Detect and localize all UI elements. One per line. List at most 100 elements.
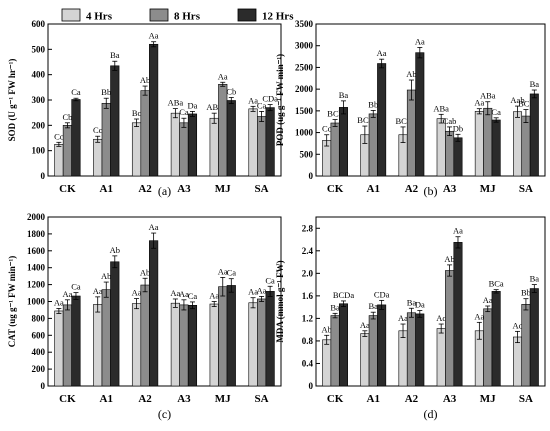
plot-frame bbox=[315, 216, 546, 387]
bar bbox=[398, 330, 408, 387]
bar bbox=[529, 288, 539, 387]
bar bbox=[110, 65, 120, 177]
y-tick-label: 100 bbox=[32, 146, 46, 156]
bar bbox=[415, 313, 425, 387]
bar bbox=[62, 125, 72, 177]
legend-label: 8 Hrs bbox=[174, 11, 201, 23]
y-axis-label: MDA (mmol g⁻¹ FW) bbox=[275, 260, 285, 342]
bar bbox=[209, 303, 219, 387]
significance-label: ABa bbox=[168, 98, 184, 108]
legend: 4 Hrs 8 Hrs 12 Hrs bbox=[61, 8, 294, 23]
bar bbox=[491, 291, 501, 387]
y-tick-label: 0 bbox=[41, 171, 46, 181]
x-category-label: MJ bbox=[480, 393, 496, 405]
significance-label: BCb bbox=[327, 109, 343, 119]
legend-label: 4 Hrs bbox=[86, 11, 113, 23]
bar bbox=[491, 119, 501, 177]
x-category-label: A2 bbox=[138, 393, 152, 405]
significance-label: Bb bbox=[368, 99, 378, 109]
significance-label: Ca bbox=[71, 282, 81, 292]
bar bbox=[445, 130, 455, 177]
significance-label: Cb bbox=[62, 112, 72, 122]
x-category-label: CK bbox=[59, 393, 76, 405]
y-tick-label: 0.8 bbox=[302, 336, 314, 346]
significance-label: Ca bbox=[188, 291, 198, 301]
bar bbox=[101, 102, 111, 177]
y-tick-label: 300 bbox=[32, 95, 46, 105]
y-tick-label: 200 bbox=[32, 364, 46, 374]
y-axis-label: SOD (U g⁻¹ FW hr⁻¹) bbox=[7, 59, 17, 142]
significance-label: Aa bbox=[474, 311, 484, 321]
y-tick-label: 1800 bbox=[27, 229, 46, 239]
x-category-label: CK bbox=[59, 183, 76, 195]
plot-frame bbox=[47, 23, 282, 177]
bar bbox=[209, 117, 219, 177]
y-tick-label: 400 bbox=[32, 347, 46, 357]
legend-swatch bbox=[237, 8, 257, 22]
bar bbox=[445, 270, 455, 387]
chart-panel: 0 200 400 600 800 1000 1200 1400 1600 1800 2000 CAT… bbox=[7, 212, 282, 421]
x-category-label: MJ bbox=[215, 183, 231, 195]
bar bbox=[149, 43, 159, 177]
y-tick-label: 2000 bbox=[295, 84, 314, 94]
significance-label: ABa bbox=[480, 91, 496, 101]
bar bbox=[265, 291, 275, 387]
y-tick-label: 1400 bbox=[27, 263, 46, 273]
significance-label: Aab bbox=[510, 95, 524, 105]
significance-label: Cab bbox=[443, 116, 457, 126]
x-category-label: CK bbox=[327, 183, 344, 195]
significance-label: Ac bbox=[436, 313, 446, 323]
significance-label: Aa bbox=[218, 266, 228, 276]
panel-label: (a) bbox=[158, 184, 171, 198]
bar bbox=[338, 107, 348, 177]
significance-label: Aa bbox=[170, 288, 180, 298]
bar bbox=[187, 305, 198, 387]
bar bbox=[187, 113, 198, 177]
bar bbox=[248, 302, 258, 387]
bar bbox=[474, 110, 484, 177]
y-tick-label: 0 bbox=[309, 381, 314, 391]
bar bbox=[179, 122, 189, 177]
bar bbox=[218, 83, 228, 177]
bar bbox=[226, 285, 236, 387]
significance-label: Ba bbox=[110, 50, 120, 60]
significance-label: CDa bbox=[262, 94, 278, 104]
y-tick-label: 1500 bbox=[295, 106, 314, 116]
significance-label: Aa bbox=[483, 295, 493, 305]
y-tick-label: 500 bbox=[32, 44, 46, 54]
bar bbox=[415, 52, 425, 177]
significance-label: Bc bbox=[132, 108, 142, 118]
y-tick-label: 2.4 bbox=[302, 246, 314, 256]
y-tick-label: 3000 bbox=[295, 41, 314, 51]
bar bbox=[110, 261, 120, 387]
bar bbox=[360, 333, 370, 387]
bar bbox=[377, 63, 387, 177]
y-tick-label: 1.6 bbox=[302, 291, 314, 301]
bar bbox=[218, 286, 228, 387]
x-category-label: MJ bbox=[480, 183, 496, 195]
x-category-label: SA bbox=[519, 183, 533, 195]
bar bbox=[170, 112, 180, 177]
bar bbox=[368, 113, 378, 177]
significance-label: Ca bbox=[227, 268, 237, 278]
bar bbox=[54, 310, 64, 387]
bar bbox=[521, 115, 531, 177]
significance-label: Ca bbox=[265, 275, 275, 285]
chart-panel: 0 100 200 300 400 500 600 SOD (U g⁻¹ FW hr⁻¹) (a… bbox=[7, 19, 282, 198]
significance-label: BCc bbox=[395, 116, 410, 126]
significance-label: Aa bbox=[474, 98, 484, 108]
significance-label: Aa bbox=[209, 291, 219, 301]
significance-label: Aa bbox=[149, 222, 159, 232]
significance-label: ABa bbox=[433, 103, 449, 113]
chart-panel: 0 0.4 0.8 1.2 1.6 2.0 2.4 2.8 MDA (mmol g⁻¹ FW) (… bbox=[275, 216, 546, 421]
bar bbox=[257, 298, 267, 387]
significance-label: Ab bbox=[444, 254, 454, 264]
y-tick-label: 0.4 bbox=[302, 358, 314, 368]
bar bbox=[368, 315, 378, 387]
legend-swatch bbox=[61, 8, 81, 22]
significance-label: Ba bbox=[339, 90, 349, 100]
y-tick-label: 2500 bbox=[295, 62, 314, 72]
significance-label: Cc bbox=[322, 124, 332, 134]
y-tick-label: 400 bbox=[32, 70, 46, 80]
